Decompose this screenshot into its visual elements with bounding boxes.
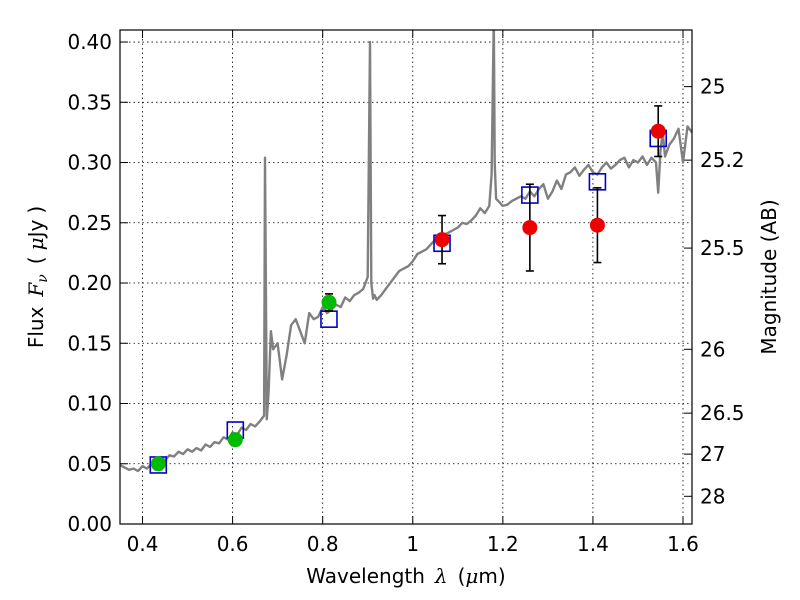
- x-tick-label: 1.4: [577, 532, 609, 556]
- y-axis-label-unit: Jy: [24, 219, 48, 239]
- x-tick-label: 1: [406, 532, 419, 556]
- y-axis-label-close-paren: ): [24, 206, 48, 214]
- model-spectrum-line: [120, 30, 692, 473]
- ticks-layer: [120, 30, 692, 525]
- x-tick-label: 0.4: [127, 532, 159, 556]
- photometry-point-red: [650, 123, 666, 139]
- photometry-point-red: [434, 232, 450, 248]
- y-tick-label: 0.40: [67, 30, 112, 54]
- y-axis-label-open-paren: (: [24, 256, 48, 264]
- right-axis-label: Magnitude (AB): [757, 199, 781, 354]
- photometry-point-green: [227, 432, 243, 448]
- y2-tick-label: 28: [700, 484, 725, 508]
- y2-tick-label: 26: [700, 337, 725, 361]
- y-axis-label: Flux Fν ( μJy): [24, 206, 51, 348]
- photometry-point-red: [522, 220, 538, 236]
- grid-layer: [120, 30, 692, 525]
- tick-labels-layer: 0.4 0.6 0.8 1 1.2 1.4 1.6 0.00 0.05 0.10 0.15 0.20 0…: [67, 30, 744, 556]
- y-tick-label: 0.35: [67, 90, 112, 114]
- photometry-point-green: [321, 294, 337, 310]
- x-tick-label: 0.8: [307, 532, 339, 556]
- y-axis-label-subscript: ν: [35, 274, 51, 283]
- x-axis-label-symbol: λ: [434, 564, 448, 588]
- y-axis-label-mu: μ: [24, 237, 48, 250]
- x-axis-label-mu: μ: [465, 564, 478, 588]
- y2-tick-label: 25: [700, 75, 725, 99]
- x-axis-label-open-paren: (: [458, 564, 466, 588]
- model-band-box: [320, 310, 338, 328]
- y-tick-label: 0.10: [67, 392, 112, 416]
- y-tick-label: 0.00: [67, 512, 112, 536]
- y-axis-label-word: Flux: [24, 306, 48, 348]
- photometry-point-red: [589, 217, 605, 233]
- y2-tick-label: 25.5: [700, 236, 745, 260]
- y-tick-label: 0.30: [67, 151, 112, 175]
- y2-tick-label: 25.2: [700, 148, 745, 172]
- x-tick-label: 1.6: [667, 532, 699, 556]
- plot-frame: [119, 29, 693, 525]
- y-tick-label: 0.20: [67, 271, 112, 295]
- y2-tick-label: 27: [700, 442, 725, 466]
- y-tick-label: 0.25: [67, 211, 112, 235]
- x-axis-label: Wavelength λ (μm): [306, 564, 505, 588]
- y-axis-label-symbol: F: [24, 282, 48, 298]
- x-axis-label-word: Wavelength: [306, 564, 425, 588]
- y2-tick-label: 26.5: [700, 401, 745, 425]
- y-tick-label: 0.05: [67, 452, 112, 476]
- photometry-point-green: [150, 456, 166, 472]
- plot-area: [120, 30, 692, 474]
- x-tick-label: 1.2: [487, 532, 519, 556]
- y-tick-label: 0.15: [67, 331, 112, 355]
- x-tick-label: 0.6: [217, 532, 249, 556]
- x-axis-label-unit: m): [478, 564, 505, 588]
